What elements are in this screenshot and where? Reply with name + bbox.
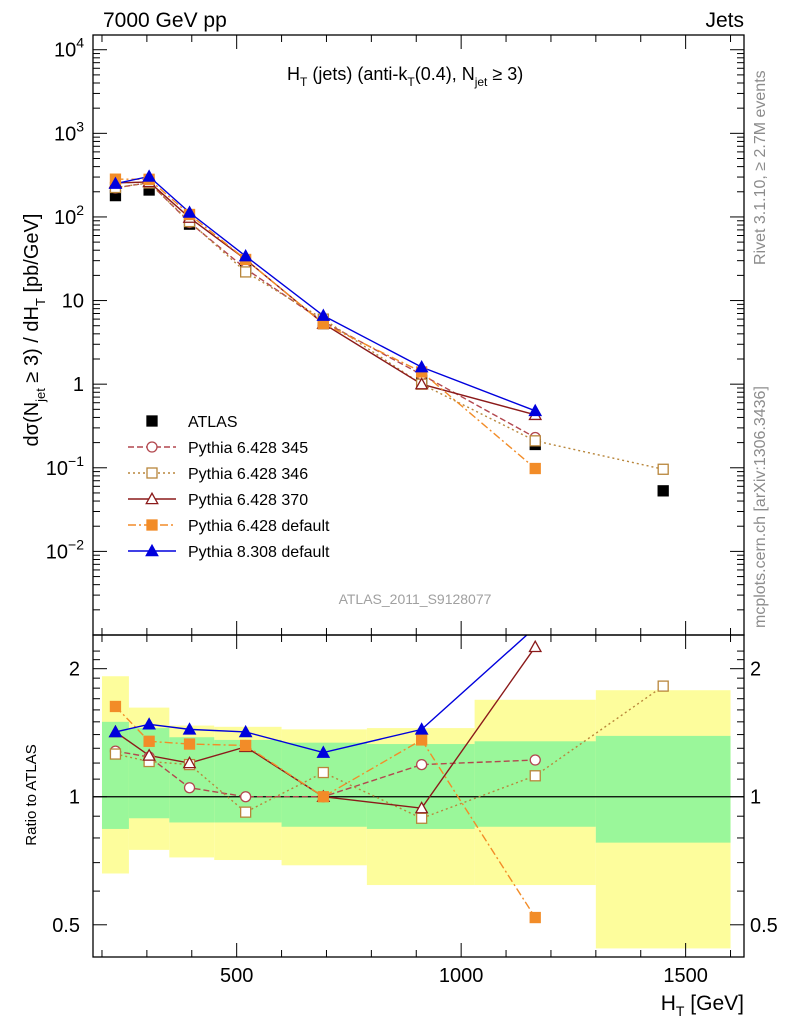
ratio-data-point (109, 700, 122, 713)
ratio-data-point (414, 722, 429, 735)
legend-entry: Pythia 6.428 345 (128, 440, 308, 457)
ratio-data-point (238, 724, 253, 738)
plot-title: HT (jets) (anti-kT(0.4), Njet ≥ 3) (287, 64, 523, 89)
legend-entry: Pythia 6.428 370 (128, 491, 308, 509)
ratio-data-point (316, 745, 331, 758)
y-tick-label: 1 (73, 374, 84, 396)
ratio-data-point (239, 791, 252, 803)
ratio-data-point (415, 758, 428, 771)
main-data-point (142, 169, 156, 182)
ratio-data-point (239, 739, 252, 752)
main-data-point (529, 435, 541, 447)
x-tick-label: 1500 (663, 965, 708, 987)
y-tick-label: 104 (54, 35, 84, 62)
ratio-data-point (528, 639, 543, 653)
ratio-y-tick-label: 0.5 (52, 915, 80, 937)
x-axis-label: HT [GeV] (661, 992, 744, 1019)
ratio-data-point (182, 755, 197, 769)
ratio-data-point (529, 754, 541, 766)
legend-marker (146, 519, 158, 531)
legend: ATLAS Pythia 6.428 345 Pythia 6.428 346 Pyt… (128, 414, 330, 561)
ratio-series (108, 622, 669, 924)
ratio-data-point (109, 748, 122, 760)
ratio-y-tick-label: 2 (69, 659, 80, 681)
ratio-y-label: Ratio to ATLAS (23, 744, 40, 845)
ratio-data-point (183, 738, 196, 750)
ratio-data-point (142, 717, 156, 730)
x-tick-label: 1000 (439, 965, 484, 987)
legend-marker (145, 491, 159, 505)
y-tick-label: 10 (62, 291, 84, 313)
ratio-data-point (143, 735, 155, 747)
x-tick-label: 500 (220, 965, 253, 987)
legend-label: Pythia 6.428 346 (188, 466, 308, 483)
main-data-point (316, 308, 331, 321)
ratio-band-green (101, 721, 129, 829)
legend-marker (146, 415, 158, 427)
y-tick-label: 10−2 (46, 536, 84, 563)
legend-entry: ATLAS (146, 414, 238, 431)
legend-label: Pythia 6.428 default (188, 518, 330, 535)
legend-entry: Pythia 8.308 default (128, 543, 330, 561)
main-series-line (115, 181, 536, 439)
main-data-point (238, 249, 253, 262)
legend-entry: Pythia 6.428 346 (128, 466, 308, 483)
header-right: Jets (705, 9, 744, 32)
ratio-data-point (415, 812, 428, 824)
legend-label: ATLAS (188, 414, 238, 431)
ratio-data-point (239, 806, 252, 818)
ratio-band-green (474, 741, 596, 827)
legend-entry: Pythia 6.428 default (128, 518, 330, 535)
main-data-point (414, 360, 429, 373)
ratio-data-point (317, 791, 329, 803)
main-y-label: dσ(Njet ≥ 3) / dHT [pb/GeV] (21, 214, 48, 447)
main-data-point (182, 205, 197, 218)
ratio-data-point (317, 766, 329, 779)
analysis-watermark: ATLAS_2011_S9128077 (339, 591, 492, 607)
ratio-data-point (529, 770, 541, 782)
y-tick-label: 102 (54, 202, 84, 229)
main-data-point (414, 377, 429, 390)
ratio-y-tick-label: 1 (69, 787, 80, 809)
main-data-point (657, 485, 669, 497)
ratio-y-tick-label-right: 1 (750, 787, 761, 809)
legend-marker (146, 441, 158, 453)
ratio-data-point (414, 801, 429, 814)
ratio-data-point (529, 622, 541, 632)
main-data-point (528, 403, 543, 417)
ratio-band-green (595, 735, 731, 843)
y-tick-label: 10−1 (46, 453, 84, 480)
legend-marker (146, 467, 158, 479)
ratio-data-point (415, 734, 428, 746)
ratio-data-point (657, 680, 669, 692)
main-data-point (239, 266, 252, 278)
ratio-y-tick-label-right: 2 (750, 659, 761, 681)
ratio-data-point (529, 911, 541, 924)
ratio-data-point (182, 722, 197, 735)
main-series (108, 169, 669, 497)
legend-marker (145, 543, 159, 557)
header-left: 7000 GeV pp (103, 9, 227, 32)
main-data-point (657, 463, 669, 475)
ratio-series-line (115, 685, 664, 820)
ratio-data-point (142, 748, 156, 761)
ratio-y-tick-label-right: 0.5 (750, 915, 778, 937)
rivet-label: Rivet 3.1.10, ≥ 2.7M events (752, 70, 769, 265)
main-data-point (529, 462, 541, 475)
main-data-point (108, 176, 123, 189)
y-tick-label: 103 (54, 118, 84, 145)
mcplots-label: mcplots.cern.ch [arXiv:1306.3436] (752, 386, 769, 628)
main-series-line (115, 181, 536, 416)
ratio-data-point (183, 782, 196, 794)
ratio-data-point (108, 724, 123, 738)
legend-label: Pythia 8.308 default (188, 544, 330, 561)
legend-label: Pythia 6.428 345 (188, 440, 308, 457)
main-series-line (115, 182, 664, 470)
ratio-band-green (169, 737, 215, 823)
legend-label: Pythia 6.428 370 (188, 492, 308, 509)
ratio-frame (92, 634, 745, 958)
